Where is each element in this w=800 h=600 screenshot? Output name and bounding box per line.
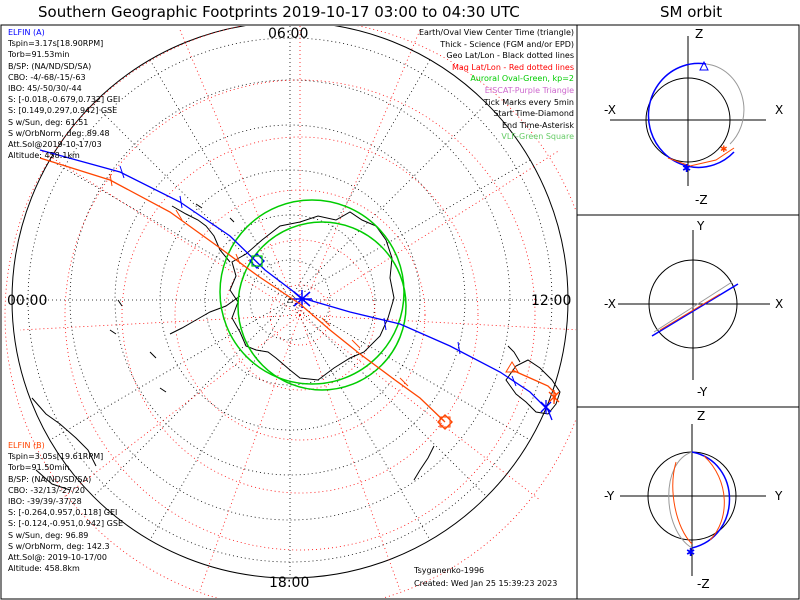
panel1-axis-bottom: -Z (695, 193, 708, 207)
elfin-b-line: CBO: -32/13/-27/20 (8, 485, 85, 495)
elfin-a-line: B/SP: (NA/ND/SD/SA) (8, 61, 92, 71)
legend-item: Tick Marks every 5min (483, 97, 574, 107)
panel3-axis-left: -Y (604, 489, 615, 503)
elfin-b-line: IBO: -39/39/-37/28 (8, 497, 82, 507)
sm-panel-frame-3 (576, 406, 800, 600)
panel2-axis-right: X (775, 297, 784, 311)
elfin-b-view-triangle (505, 361, 519, 373)
svg-text:✱: ✱ (686, 546, 695, 559)
svg-text:✱: ✱ (720, 145, 728, 155)
hour-label-bottom: 18:00 (269, 575, 310, 591)
elfin-b-track (39, 157, 446, 423)
page-title: Southern Geographic Footprints 2019-10-1… (38, 3, 520, 21)
panel2-axis-top: Y (697, 219, 705, 233)
panel2-axis-bottom: -Y (697, 385, 708, 399)
svg-text:✱: ✱ (682, 162, 691, 175)
elfin-a-ticks (119, 165, 517, 387)
elfin-b-track-east (511, 369, 557, 403)
elfin-b-line: Altitude: 458.8km (8, 564, 80, 574)
sm-orbit-xy (618, 230, 770, 380)
elfin-b-end-asterisk (548, 390, 560, 404)
elfin-b-name: ELFIN (B) (8, 441, 45, 450)
panel3-axis-bottom: -Z (697, 577, 710, 591)
elfin-a-line: Altitude: 458.1km (8, 151, 80, 161)
sm-orbit-yz: ✱ (620, 424, 766, 576)
panel3-axis-right: Y (775, 489, 783, 503)
sm-orbit-title: SM orbit (660, 3, 723, 21)
legend-item: Geo Lat/Lon - Black dotted lines (446, 51, 574, 61)
legend-item: Mag Lat/Lon - Red dotted lines (451, 62, 574, 72)
legend-item: Thick - Science (FGM and/or EPD) (440, 39, 574, 49)
panel3-axis-top: Z (697, 409, 706, 423)
panel1-axis-top: Z (695, 27, 704, 41)
elfin-a-line: S: [0.149,0.297,0.942] GSE (8, 106, 118, 116)
elfin-a-line: Torb=91.53min (8, 50, 70, 60)
vlf-square (251, 255, 263, 267)
elfin-a-end-asterisk (540, 400, 552, 414)
elfin-a-start-diamond (249, 253, 265, 269)
elfin-b-line: B/SP: (NA/ND/SD/SA) (8, 474, 92, 484)
elfin-b-line: S w/Sun, deg: 96.89 (8, 530, 89, 540)
elfin-a-line: S w/OrbNorm, deg: 89.48 (8, 128, 110, 138)
legend-item: VLF-Green Square (501, 132, 574, 142)
elfin-b-line: S w/OrbNorm, deg: 142.3 (8, 541, 110, 551)
panel2-axis-left: -X (604, 297, 616, 311)
elfin-a-line: Att.Sol@2019-10-17/03 (8, 140, 102, 150)
created-label: Created: Wed Jan 25 15:39:23 2023 (414, 579, 558, 588)
elfin-b-line: Att.Sol@: 2019-10-17/00 (8, 553, 107, 563)
panel1-axis-right: X (775, 103, 784, 117)
elfin-a-line: IBO: 45/-50/30/-44 (8, 84, 82, 94)
coastlines (31, 203, 561, 491)
elfin-b-line: Torb=91.50min (8, 463, 70, 473)
elfin-a-line: S w/Sun, deg: 61.51 (8, 117, 89, 127)
auroral-oval-inner (237, 221, 407, 391)
elfin-a-info: ELFIN (A) Tspin=3.17s[18.90RPM] Torb=91.… (8, 27, 120, 161)
elfin-b-line: S: [-0.264,0.957,0.118] GEI (8, 508, 118, 518)
legend-item: End Time-Asterisk (501, 120, 574, 130)
hour-label-left: 00:00 (7, 293, 48, 309)
sm-panel-frame-2 (576, 214, 800, 408)
legend-item: Start Time-Diamond (493, 109, 574, 119)
elfin-a-line: S: [-0.018,-0.679,0.732] GEI (8, 95, 121, 105)
elfin-a-track (39, 149, 553, 421)
elfin-a-line: Tspin=3.17s[18.90RPM] (8, 39, 104, 49)
mag-grid (4, 26, 576, 598)
legend-item: EISCAT-Purple Triangle (484, 85, 574, 95)
legend-item: Auroral Oval-Green, kp=2 (470, 74, 574, 84)
elfin-b-info: ELFIN (B) Tspin=3.05s[19.61RPM] Torb=91.… (8, 440, 123, 574)
sm-orbit-xz: ✱ ✱ (610, 36, 766, 186)
elfin-b-start-diamond (437, 414, 453, 430)
elfin-a-name: ELFIN (A) (8, 28, 45, 37)
elfin-a-line: CBO: -4/-68/-15/-63 (8, 72, 86, 82)
elfin-b-line: Tspin=3.05s[19.61RPM] (8, 452, 104, 462)
panel1-axis-left: -X (604, 103, 616, 117)
model-label: Tsyganenko-1996 (414, 566, 485, 575)
hour-label-top: 06:00 (268, 26, 309, 42)
elfin-b-line: S: [-0.124,-0.951,0.942] GSE (8, 519, 123, 529)
elfin-b-start-square (439, 416, 451, 428)
auroral-oval-outer (219, 199, 405, 385)
legend: Earth/Oval View Center Time (triangle) T… (419, 27, 574, 143)
hour-label-right: 12:00 (531, 293, 572, 309)
elfin-b-ticks (109, 173, 409, 387)
legend-item: Earth/Oval View Center Time (triangle) (418, 28, 574, 37)
